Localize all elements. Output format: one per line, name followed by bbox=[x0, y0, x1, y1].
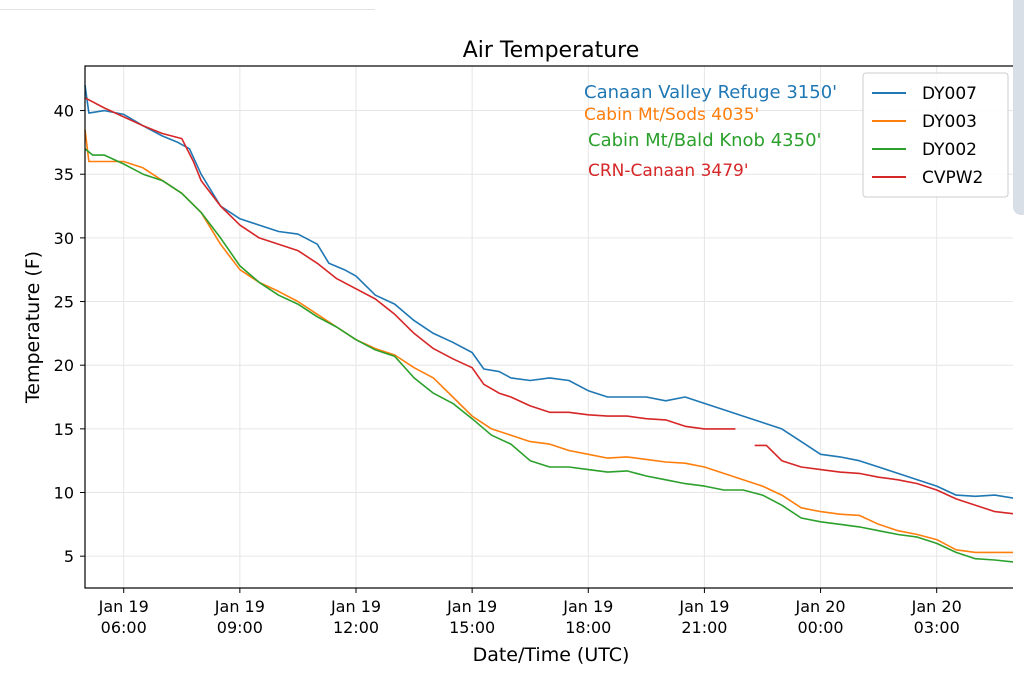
x-tick-label-time: 03:00 bbox=[914, 618, 960, 637]
legend-label: DY003 bbox=[922, 112, 977, 132]
x-tick-label-date: Jan 20 bbox=[911, 597, 962, 616]
y-tick-label: 30 bbox=[54, 229, 74, 248]
series-line-dy003 bbox=[84, 129, 1013, 554]
station-annotations: Canaan Valley Refuge 3150'Cabin Mt/Sods … bbox=[584, 82, 837, 181]
legend-label: CVPW2 bbox=[922, 168, 983, 188]
station-annotation: Canaan Valley Refuge 3150' bbox=[584, 82, 837, 103]
x-tick-label-time: 12:00 bbox=[333, 618, 379, 637]
x-tick-label-time: 15:00 bbox=[449, 618, 495, 637]
x-tick-label-time: 21:00 bbox=[681, 618, 727, 637]
station-annotation: CRN-Canaan 3479' bbox=[588, 161, 749, 181]
legend-box bbox=[862, 72, 1009, 198]
y-tick-label: 40 bbox=[54, 102, 74, 121]
series-line-cvpw2 bbox=[84, 97, 1013, 515]
x-tick-label-date: Jan 19 bbox=[562, 597, 613, 616]
series-lines bbox=[84, 84, 1013, 563]
legend: DY007 DY003 DY002 CVPW2 bbox=[862, 72, 1009, 198]
station-annotation: Cabin Mt/Sods 4035' bbox=[584, 105, 759, 125]
y-tick-label: 25 bbox=[54, 293, 74, 312]
x-tick-label-time: 00:00 bbox=[798, 618, 844, 637]
x-tick-label-time: 18:00 bbox=[565, 618, 611, 637]
top-divider bbox=[0, 9, 375, 10]
x-tick-label-date: Jan 19 bbox=[330, 597, 381, 616]
chart-title: Air Temperature bbox=[463, 38, 640, 63]
y-tick-label: 35 bbox=[54, 165, 74, 184]
x-axis-label: Date/Time (UTC) bbox=[473, 644, 630, 666]
y-axis-label: Temperature (F) bbox=[22, 251, 44, 404]
y-tick-label: 20 bbox=[54, 356, 74, 375]
y-tick-label: 5 bbox=[64, 547, 74, 566]
x-tick-label-date: Jan 19 bbox=[214, 597, 265, 616]
side-panel-tab[interactable] bbox=[1013, 0, 1024, 215]
x-tick-label-date: Jan 19 bbox=[678, 597, 729, 616]
x-tick-label-time: 09:00 bbox=[217, 618, 263, 637]
axis-ticks: 5 10 15 20 25 30 35 40 Jan 19 06:00 Jan 19 09:00 Jan… bbox=[54, 102, 962, 637]
legend-label: DY002 bbox=[922, 140, 977, 160]
station-annotation: Cabin Mt/Bald Knob 4350' bbox=[588, 130, 821, 151]
legend-label: DY007 bbox=[922, 84, 977, 104]
plot-frame bbox=[84, 65, 1013, 589]
grid-lines bbox=[85, 66, 1013, 588]
x-tick-label-date: Jan 20 bbox=[795, 597, 846, 616]
series-line-dy007 bbox=[84, 84, 1013, 499]
x-tick-label-date: Jan 19 bbox=[446, 597, 497, 616]
series-line-dy002 bbox=[84, 148, 1013, 563]
y-tick-label: 10 bbox=[54, 484, 74, 503]
x-tick-label-date: Jan 19 bbox=[98, 597, 149, 616]
x-tick-label-time: 06:00 bbox=[101, 618, 147, 637]
y-tick-label: 15 bbox=[54, 420, 74, 439]
